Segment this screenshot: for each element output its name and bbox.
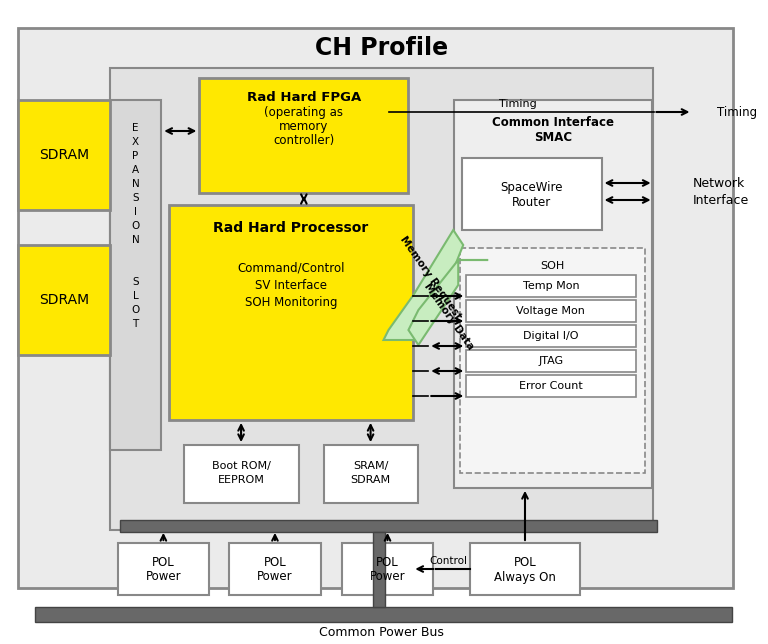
- Text: A: A: [132, 165, 139, 175]
- Bar: [18, 245, 110, 355]
- Text: Network: Network: [693, 176, 745, 189]
- Text: N: N: [131, 179, 139, 189]
- Text: (operating as: (operating as: [264, 106, 343, 118]
- Text: SRAM/: SRAM/: [353, 461, 389, 471]
- Text: SV Interface: SV Interface: [255, 278, 327, 292]
- Text: Power: Power: [257, 571, 293, 583]
- Bar: [110, 68, 653, 530]
- Text: Voltage Mon: Voltage Mon: [516, 306, 585, 316]
- Text: Power: Power: [369, 571, 406, 583]
- Text: SDRAM: SDRAM: [38, 148, 89, 162]
- Text: SOH: SOH: [540, 261, 564, 271]
- Bar: [466, 325, 636, 347]
- Polygon shape: [383, 230, 463, 340]
- Text: Error Count: Error Count: [519, 381, 583, 391]
- Text: controller): controller): [273, 133, 334, 146]
- Text: Timing: Timing: [499, 99, 537, 109]
- Text: JTAG: JTAG: [538, 356, 564, 366]
- Text: S: S: [132, 277, 139, 287]
- Text: Rad Hard FPGA: Rad Hard FPGA: [247, 91, 361, 104]
- Text: Interface: Interface: [693, 193, 749, 207]
- Text: POL: POL: [514, 556, 536, 569]
- Text: O: O: [131, 305, 140, 315]
- Bar: [18, 100, 110, 210]
- Bar: [18, 28, 733, 588]
- Bar: [170, 205, 413, 420]
- Bar: [342, 543, 433, 595]
- Text: memory: memory: [279, 120, 329, 133]
- Bar: [229, 543, 321, 595]
- Polygon shape: [409, 260, 488, 345]
- Bar: [466, 350, 636, 372]
- Bar: [460, 248, 644, 473]
- Text: CH Profile: CH Profile: [315, 36, 448, 60]
- Text: S: S: [132, 193, 139, 203]
- Bar: [470, 543, 580, 595]
- Text: Temp Mon: Temp Mon: [522, 281, 579, 291]
- Bar: [454, 100, 651, 488]
- Text: Boot ROM/: Boot ROM/: [212, 461, 270, 471]
- Text: Control: Control: [429, 556, 467, 566]
- Bar: [462, 158, 601, 230]
- Text: Power: Power: [146, 571, 181, 583]
- Text: P: P: [132, 151, 138, 161]
- Text: SpaceWire: SpaceWire: [501, 180, 563, 193]
- Text: POL: POL: [263, 556, 286, 569]
- Text: POL: POL: [376, 556, 399, 569]
- Text: SDRAM: SDRAM: [350, 475, 391, 485]
- Text: Always On: Always On: [494, 571, 556, 583]
- Text: Memory Data: Memory Data: [422, 281, 475, 351]
- Text: Digital I/O: Digital I/O: [523, 331, 578, 341]
- Bar: [466, 375, 636, 397]
- Bar: [466, 275, 636, 297]
- Text: Memory Request: Memory Request: [398, 234, 463, 321]
- Text: Router: Router: [512, 196, 551, 209]
- Text: Timing: Timing: [717, 106, 757, 118]
- Text: T: T: [132, 319, 138, 329]
- Text: Command/Control: Command/Control: [237, 261, 345, 274]
- Bar: [372, 532, 385, 607]
- Text: Common Interface: Common Interface: [492, 115, 614, 129]
- Bar: [120, 520, 657, 532]
- Text: O: O: [131, 221, 140, 231]
- Bar: [199, 78, 409, 193]
- Bar: [324, 445, 419, 503]
- Text: SDRAM: SDRAM: [38, 293, 89, 307]
- Bar: [118, 543, 209, 595]
- Text: I: I: [134, 207, 137, 217]
- Bar: [35, 607, 732, 622]
- Text: X: X: [132, 137, 139, 147]
- Text: SOH Monitoring: SOH Monitoring: [245, 296, 337, 308]
- Text: E: E: [132, 123, 139, 133]
- Text: L: L: [133, 291, 138, 301]
- Bar: [184, 445, 299, 503]
- Text: N: N: [131, 235, 139, 245]
- Text: SMAC: SMAC: [534, 131, 572, 144]
- Text: Rad Hard Processor: Rad Hard Processor: [214, 221, 369, 235]
- Bar: [466, 300, 636, 322]
- Bar: [110, 100, 161, 450]
- Text: POL: POL: [152, 556, 175, 569]
- Text: EEPROM: EEPROM: [217, 475, 264, 485]
- Text: Common Power Bus: Common Power Bus: [319, 625, 444, 638]
